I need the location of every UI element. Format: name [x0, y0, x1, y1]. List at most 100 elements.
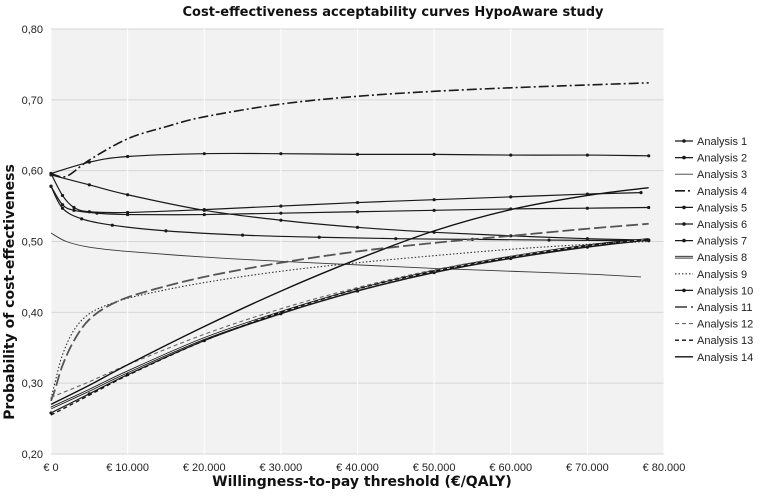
legend-label: Analysis 3 [697, 169, 747, 181]
y-tick-label: 0,30 [22, 378, 43, 390]
data-point [585, 245, 589, 249]
series-9 [50, 240, 649, 399]
data-point [355, 152, 360, 156]
legend-item: Analysis 9 [675, 269, 747, 281]
series-7 [49, 173, 651, 242]
data-point [547, 238, 551, 242]
series-line [50, 238, 649, 416]
series-14 [50, 186, 649, 406]
legend-label: Analysis 11 [697, 302, 752, 314]
data-point [317, 235, 321, 239]
y-tick-label: 0,70 [22, 95, 43, 107]
data-point [647, 154, 651, 158]
legend-label: Analysis 12 [697, 319, 753, 331]
data-point [72, 205, 76, 210]
data-point [87, 183, 91, 187]
y-tick-label: 0,50 [22, 237, 43, 249]
series-12 [50, 238, 649, 398]
legend-item: Analysis 1 [675, 136, 747, 148]
legend-marker [682, 139, 686, 143]
legend-label: Analysis 5 [697, 202, 747, 214]
legend-label: Analysis 2 [697, 153, 747, 165]
legend-marker [682, 238, 686, 243]
x-tick-label: € 30.000 [259, 462, 302, 474]
data-point [49, 184, 53, 188]
series-line [50, 82, 649, 178]
series-6 [49, 184, 651, 243]
x-tick-label: € 80.000 [643, 462, 686, 474]
data-point [647, 238, 651, 242]
data-point [355, 200, 360, 205]
legend-label: Analysis 9 [697, 269, 747, 281]
series-line [50, 222, 649, 402]
x-tick-label: € 70.000 [566, 462, 609, 474]
legend-item: Analysis 13 [675, 335, 753, 347]
y-tick-label: 0,80 [22, 24, 43, 36]
data-point [279, 152, 283, 156]
series-line [50, 239, 649, 414]
series-line [50, 174, 649, 241]
data-point [585, 153, 589, 157]
data-point [279, 204, 283, 208]
data-point [60, 203, 65, 207]
legend-marker [682, 205, 686, 210]
y-tick-label: 0,20 [22, 449, 43, 461]
data-point [49, 173, 53, 177]
series-line [50, 186, 649, 406]
data-point [639, 191, 643, 195]
data-point [164, 229, 168, 233]
series-line [50, 240, 649, 399]
series-3 [50, 232, 642, 278]
data-point [509, 153, 513, 157]
series-13 [50, 238, 649, 416]
legend-label: Analysis 1 [697, 136, 747, 148]
legend-marker [682, 155, 686, 160]
data-point [202, 152, 206, 156]
data-point [240, 233, 245, 237]
data-point [202, 212, 206, 217]
data-point [126, 193, 130, 197]
x-tick-label: € 60.000 [489, 462, 532, 474]
legend-label: Analysis 4 [697, 186, 747, 198]
x-tick-label: € 10.000 [106, 462, 149, 474]
data-point [432, 198, 436, 202]
data-point [355, 210, 360, 214]
legend-label: Analysis 7 [697, 236, 747, 248]
data-point [279, 312, 283, 316]
data-point [95, 211, 99, 215]
legend-item: Analysis 12 [675, 319, 753, 331]
legend-label: Analysis 8 [697, 252, 747, 264]
data-point [585, 237, 589, 241]
data-point [110, 223, 114, 227]
data-point [60, 193, 65, 198]
series-line [50, 238, 649, 398]
legend-item: Analysis 8 [675, 252, 747, 264]
data-point [432, 208, 436, 212]
data-point [126, 212, 130, 217]
legend-item: Analysis 7 [675, 236, 747, 248]
legend-item: Analysis 10 [675, 285, 753, 297]
x-tick-label: € 20.000 [183, 462, 226, 474]
series-11 [50, 222, 649, 402]
series-line [50, 232, 642, 278]
legend-marker [682, 288, 686, 293]
legend-marker [682, 222, 686, 226]
data-point [72, 208, 76, 212]
x-tick-label: € 40.000 [336, 462, 379, 474]
data-point [509, 195, 513, 199]
data-point [279, 211, 283, 215]
legend-item: Analysis 11 [675, 302, 752, 314]
legend-label: Analysis 10 [697, 285, 753, 297]
chart-title: Cost-effectiveness acceptability curves … [182, 5, 604, 20]
data-point [60, 206, 65, 210]
data-point [49, 411, 53, 415]
series-line [50, 185, 649, 242]
data-point [394, 237, 398, 241]
y-tick-label: 0,60 [22, 166, 43, 178]
y-tick-label: 0,40 [22, 307, 43, 319]
data-point [647, 205, 651, 210]
x-tick-label: € 0 [43, 462, 58, 474]
legend-label: Analysis 14 [697, 352, 753, 364]
x-tick-label: € 50.000 [413, 462, 456, 474]
